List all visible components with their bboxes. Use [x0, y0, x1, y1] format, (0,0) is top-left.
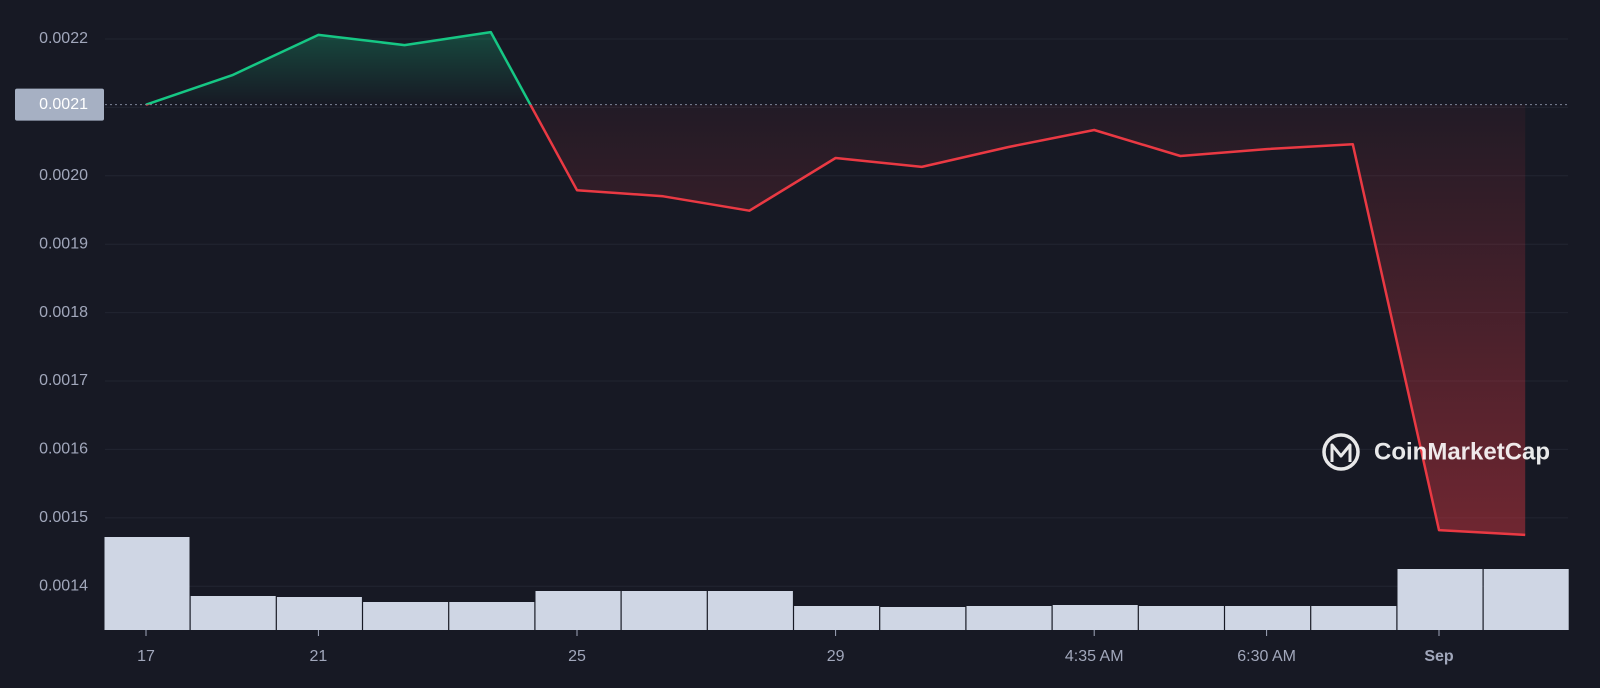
baseline-label: 0.0021 — [39, 96, 88, 113]
volume-bar — [1483, 569, 1569, 630]
volume-bar — [966, 606, 1052, 630]
x-tick-label: 4:35 AM — [1065, 648, 1124, 665]
volume-bar — [794, 606, 880, 630]
x-tick-label: 21 — [310, 648, 328, 665]
price-area — [146, 32, 1526, 535]
baseline-label-box — [15, 88, 104, 121]
y-tick-label: 0.0022 — [39, 30, 88, 47]
y-tick-label: 0.0014 — [39, 577, 88, 594]
y-tick-label: 0.0020 — [39, 167, 88, 184]
volume-bar — [104, 537, 190, 630]
x-tick-label: 6:30 AM — [1237, 648, 1296, 665]
y-tick-label: 0.0019 — [39, 235, 88, 252]
volume-bar — [535, 591, 621, 630]
volume-bar — [1225, 606, 1311, 630]
volume-bar — [449, 602, 535, 630]
x-tick-label: Sep — [1424, 648, 1454, 665]
x-tick-label: 25 — [568, 648, 586, 665]
watermark: CoinMarketCap — [1322, 433, 1550, 471]
volume-bar — [1138, 606, 1224, 630]
x-tick-label: 29 — [827, 648, 845, 665]
volume-bar — [621, 591, 707, 630]
volume-bar — [707, 591, 793, 630]
y-tick-label: 0.0017 — [39, 372, 88, 389]
price-line — [145, 30, 1526, 537]
x-tick-label: 17 — [137, 648, 155, 665]
volume-bar — [880, 607, 966, 630]
y-tick-label: 0.0015 — [39, 509, 88, 526]
watermark-logo — [1322, 433, 1360, 471]
volume-bar — [1052, 605, 1138, 630]
y-tick-label: 0.0016 — [39, 441, 88, 458]
y-tick-label: 0.0018 — [39, 304, 88, 321]
volume-bar — [276, 597, 362, 630]
volume-bar — [1397, 569, 1483, 630]
watermark-text: CoinMarketCap — [1374, 438, 1550, 465]
watermark-logo-mark — [1330, 443, 1352, 462]
volume-bar — [363, 602, 449, 630]
volume-bar — [1311, 606, 1397, 630]
volume-bar — [190, 596, 276, 630]
